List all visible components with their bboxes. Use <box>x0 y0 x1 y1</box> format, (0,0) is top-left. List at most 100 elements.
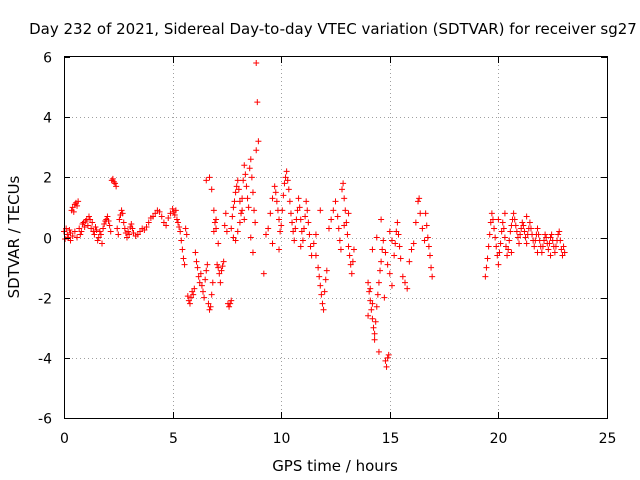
data-point <box>201 294 208 301</box>
data-point <box>416 195 423 202</box>
data-point <box>216 270 223 277</box>
data-point <box>284 177 291 184</box>
data-point <box>560 243 567 250</box>
data-point <box>99 240 106 247</box>
data-point <box>512 222 519 229</box>
data-point <box>66 226 73 233</box>
data-point <box>486 231 493 238</box>
data-point <box>381 294 388 301</box>
data-point <box>214 261 221 268</box>
data-point <box>526 219 533 226</box>
data-point <box>255 138 262 145</box>
x-tick-label: 10 <box>273 431 291 447</box>
data-point <box>286 198 293 205</box>
data-point <box>260 270 267 277</box>
data-point <box>100 225 107 232</box>
data-point <box>367 297 374 304</box>
data-point <box>196 279 203 286</box>
data-point <box>365 312 372 319</box>
data-point <box>386 228 393 235</box>
data-point <box>497 240 504 247</box>
x-tick-label: 5 <box>169 431 178 447</box>
data-point <box>97 231 104 238</box>
data-point <box>394 219 401 226</box>
data-point <box>320 306 327 313</box>
data-point <box>542 231 549 238</box>
data-point <box>178 237 185 244</box>
data-point <box>504 252 511 259</box>
data-point <box>276 216 283 223</box>
y-tick-label: -2 <box>38 292 52 308</box>
data-point <box>283 168 290 175</box>
data-point <box>232 237 239 244</box>
data-point <box>215 240 222 247</box>
data-point <box>412 219 419 226</box>
data-point <box>547 234 554 241</box>
data-point <box>556 228 563 235</box>
y-tick-labels: -6 -4 -2 0 2 4 6 <box>38 51 52 428</box>
data-point <box>85 213 92 220</box>
data-points <box>61 60 568 370</box>
data-point <box>93 226 100 233</box>
data-point <box>197 270 204 277</box>
data-point <box>547 252 554 259</box>
data-point <box>215 264 222 271</box>
data-point <box>371 336 378 343</box>
data-point <box>290 228 297 235</box>
data-point <box>234 177 241 184</box>
data-point <box>498 228 505 235</box>
data-point <box>194 264 201 271</box>
data-point <box>558 246 565 253</box>
data-point <box>534 249 541 256</box>
data-point <box>372 318 379 325</box>
data-point <box>318 291 325 298</box>
data-point <box>125 228 132 235</box>
data-point <box>298 228 305 235</box>
data-point <box>518 225 525 232</box>
data-point <box>373 234 380 241</box>
data-point <box>426 252 433 259</box>
data-point <box>282 174 289 181</box>
data-point <box>232 189 239 196</box>
data-point <box>96 228 103 235</box>
data-point <box>382 249 389 256</box>
data-point <box>145 219 152 226</box>
data-point <box>492 234 499 241</box>
data-point <box>428 264 435 271</box>
data-point <box>402 279 409 286</box>
data-point <box>321 288 328 295</box>
data-point <box>383 363 390 370</box>
data-point <box>248 174 255 181</box>
data-point <box>279 207 286 214</box>
data-point <box>84 222 91 229</box>
data-point <box>306 231 313 238</box>
data-point <box>205 300 212 307</box>
data-point <box>384 261 391 268</box>
data-point <box>317 282 324 289</box>
data-point <box>519 219 526 226</box>
data-point <box>210 207 217 214</box>
data-point <box>69 232 76 239</box>
data-point <box>495 261 502 268</box>
data-point <box>510 210 517 217</box>
x-tick-label: 15 <box>382 431 400 447</box>
data-point <box>208 186 215 193</box>
data-point <box>167 210 174 217</box>
data-point <box>292 225 299 232</box>
data-point <box>501 234 508 241</box>
data-point <box>271 183 278 190</box>
data-point <box>65 234 72 241</box>
data-point <box>334 213 341 220</box>
data-point <box>123 234 130 241</box>
data-point <box>91 231 98 238</box>
y-tick-label: 4 <box>43 111 52 127</box>
data-point <box>561 249 568 256</box>
data-point <box>346 252 353 259</box>
data-point <box>548 231 555 238</box>
data-point <box>118 207 125 214</box>
data-point <box>251 207 258 214</box>
data-point <box>332 198 339 205</box>
data-point <box>253 147 260 154</box>
data-point <box>88 225 95 232</box>
data-point <box>395 231 402 238</box>
